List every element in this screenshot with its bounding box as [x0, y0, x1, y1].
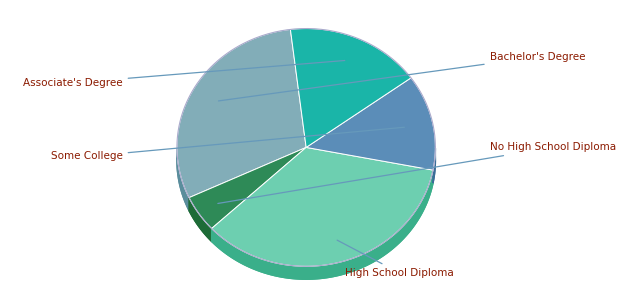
Polygon shape	[177, 42, 306, 211]
Polygon shape	[177, 29, 306, 198]
Polygon shape	[211, 170, 433, 279]
Polygon shape	[189, 147, 306, 229]
Text: High School Diploma: High School Diploma	[337, 240, 453, 278]
Polygon shape	[433, 148, 436, 183]
Polygon shape	[211, 160, 433, 279]
Text: Bachelor's Degree: Bachelor's Degree	[218, 52, 585, 101]
Text: No High School Diploma: No High School Diploma	[218, 142, 616, 203]
Polygon shape	[177, 148, 189, 211]
Text: Some College: Some College	[51, 127, 404, 161]
Polygon shape	[211, 147, 433, 266]
Polygon shape	[189, 198, 211, 242]
Polygon shape	[290, 28, 411, 147]
Polygon shape	[306, 91, 436, 183]
Polygon shape	[189, 160, 306, 242]
Polygon shape	[306, 78, 436, 170]
Polygon shape	[290, 41, 411, 160]
Text: Associate's Degree: Associate's Degree	[23, 61, 345, 88]
